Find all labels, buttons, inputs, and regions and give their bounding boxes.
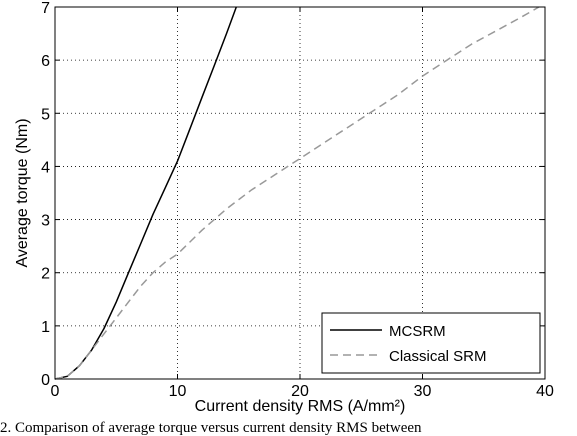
x-tick-label: 20 <box>291 383 309 400</box>
legend-label-classical-srm: Classical SRM <box>389 348 487 365</box>
y-axis-title: Average torque (Nm) <box>14 118 31 267</box>
torque-chart: 0 10 20 30 40 0 1 2 3 4 5 6 7 Current density RMS (… <box>14 0 554 415</box>
grid-lines <box>55 7 545 379</box>
y-tick-label: 2 <box>41 266 50 283</box>
y-tick-label: 0 <box>41 372 50 389</box>
y-tick-label: 7 <box>41 0 50 17</box>
x-tick-label: 40 <box>536 383 554 400</box>
y-tick-label: 5 <box>41 106 50 123</box>
x-tick-label: 0 <box>51 383 60 400</box>
y-tick-labels: 0 1 2 3 4 5 6 7 <box>41 0 50 389</box>
series-lines <box>54 6 540 380</box>
legend-box <box>321 312 541 374</box>
figure-caption: 2. Comparison of average torque versus c… <box>0 420 422 436</box>
y-tick-label: 3 <box>41 213 50 230</box>
axis-ticks <box>54 6 546 380</box>
x-axis-title: Current density RMS (A/mm²) <box>195 398 406 415</box>
x-tick-label: 30 <box>414 383 432 400</box>
series-line-classical-srm <box>54 6 540 380</box>
x-tick-labels: 0 10 20 30 40 <box>51 383 554 400</box>
legend: MCSRM Classical SRM <box>321 312 541 374</box>
y-tick-label: 4 <box>41 159 50 176</box>
series-line-mcsrm <box>54 6 238 380</box>
y-tick-label: 1 <box>41 319 50 336</box>
y-tick-label: 6 <box>41 53 50 70</box>
legend-label-mcsrm: MCSRM <box>389 323 446 340</box>
x-tick-label: 10 <box>169 383 187 400</box>
